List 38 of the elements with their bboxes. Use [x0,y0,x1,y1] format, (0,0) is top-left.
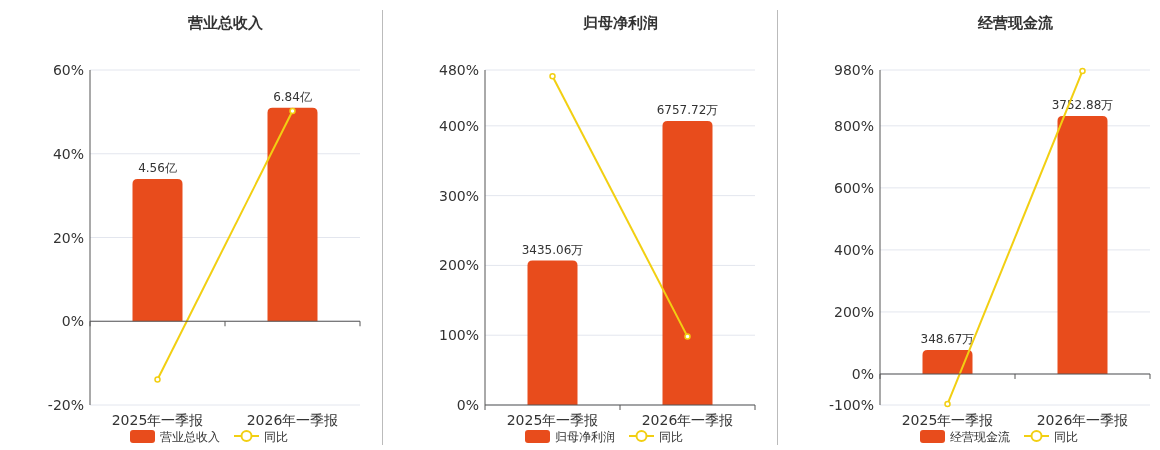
y-tick-label: -20% [47,397,84,413]
y-tick-label: 0% [61,313,84,330]
data-label: 6.84亿 [273,89,312,104]
y-tick-label: 400% [438,117,479,134]
legend-label: 同比 [1054,430,1078,444]
y-tick-label: 40% [52,145,84,162]
y-tick-label: 300% [438,187,479,204]
legend-label: 营业总收入 [160,430,220,444]
y-tick-label: 100% [438,327,479,344]
y-tick-label: 20% [52,229,84,246]
y-tick-label: 800% [833,117,874,134]
x-tick-label: 2026年一季报 [246,412,339,428]
chart-title: 经营现金流 [976,14,1054,32]
y-tick-label: 60% [52,62,84,78]
data-label: 348.67万 [920,332,975,346]
x-tick-label: 2025年一季报 [901,412,994,428]
y-tick-label: 200% [438,257,479,274]
data-label: 6757.72万 [656,102,719,117]
legend-label: 归母净利润 [555,430,615,444]
legend-label: 经营现金流 [950,430,1010,444]
chart-title: 归母净利润 [581,14,658,32]
chart-title: 营业总收入 [186,14,264,32]
y-tick-label: 980% [833,62,874,78]
x-tick-label: 2025年一季报 [111,412,204,428]
y-tick-label: 0% [456,397,479,413]
x-tick-label: 2025年一季报 [506,412,599,428]
y-tick-label: 200% [833,303,874,320]
y-tick-label: 480% [438,62,479,78]
y-tick-label: -100% [828,397,874,413]
legend-label: 同比 [264,430,288,444]
data-label: 4.56亿 [138,160,177,175]
y-tick-label: 0% [851,365,874,382]
x-tick-label: 2026年一季报 [641,412,734,428]
y-tick-label: 400% [833,241,874,258]
y-tick-label: 600% [833,179,874,196]
legend-label: 同比 [659,430,683,444]
x-tick-label: 2026年一季报 [1036,412,1129,428]
data-label: 3435.06万 [521,242,584,257]
